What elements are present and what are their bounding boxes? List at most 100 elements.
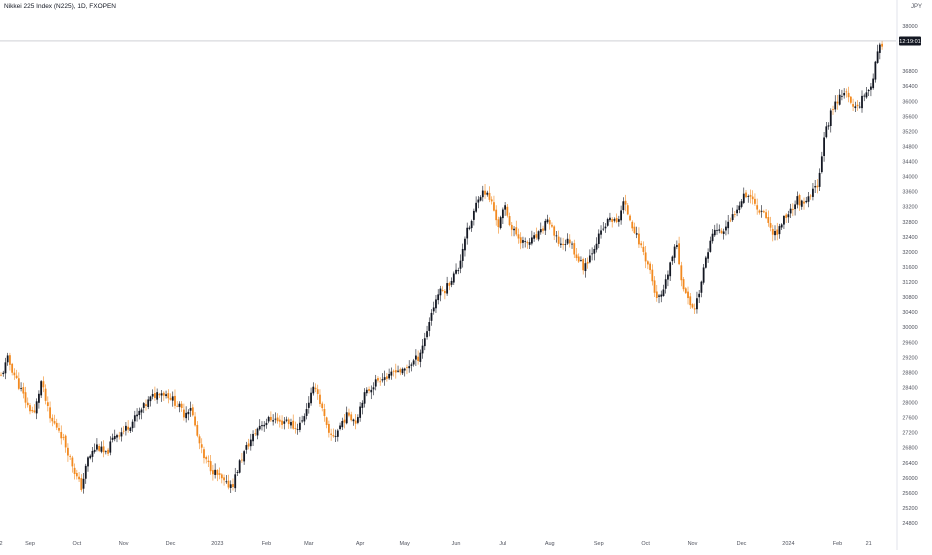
candle <box>67 443 69 462</box>
candle <box>156 388 159 404</box>
candle-body <box>261 425 263 427</box>
candle <box>125 421 127 436</box>
candle <box>327 420 330 438</box>
candle <box>71 455 74 473</box>
currency-label[interactable]: JPY <box>910 4 922 10</box>
time-tick-label: 2024 <box>782 541 794 547</box>
candle <box>249 433 252 451</box>
candle <box>51 414 54 427</box>
candle-body <box>345 412 348 424</box>
candle <box>298 416 301 433</box>
candle <box>774 225 776 241</box>
price-tick-label: 32400 <box>902 235 917 241</box>
time-tick-label: Dec <box>737 541 747 547</box>
candle <box>167 389 170 404</box>
candle-body <box>145 404 147 406</box>
candle-body <box>497 219 500 228</box>
candle <box>756 198 759 215</box>
candle <box>96 438 98 452</box>
candle <box>796 191 799 209</box>
candle <box>214 463 217 479</box>
price-tick-label: 38000 <box>902 24 917 30</box>
candle <box>838 89 841 106</box>
candle <box>419 349 422 368</box>
candle <box>15 369 18 379</box>
candle <box>673 244 676 264</box>
candle <box>229 480 232 493</box>
candle-body <box>209 461 212 472</box>
candle <box>354 414 357 430</box>
candle <box>207 455 210 468</box>
candle-body <box>749 194 752 197</box>
candle-body <box>629 215 631 221</box>
candle-body <box>423 338 426 347</box>
candle <box>812 183 814 201</box>
candle <box>256 427 259 440</box>
price-tag <box>899 36 921 46</box>
candle <box>785 213 788 224</box>
candle-body <box>62 437 65 438</box>
candle-body <box>754 198 756 204</box>
candle <box>513 226 515 237</box>
candle-body <box>379 381 382 383</box>
candle-body <box>180 403 183 408</box>
candle-body <box>96 444 98 450</box>
price-tick-label: 32000 <box>902 250 917 256</box>
candle <box>292 414 295 430</box>
candle-body <box>122 430 125 432</box>
candle-body <box>513 228 515 231</box>
candle <box>403 367 406 377</box>
candle <box>803 197 805 210</box>
candle-body <box>858 106 861 108</box>
candle <box>174 389 176 409</box>
candle-body <box>162 392 165 396</box>
candle-body <box>136 414 138 417</box>
candle-body <box>624 200 627 205</box>
candle-body <box>542 228 544 231</box>
candle <box>339 422 341 431</box>
time-tick-label: Oct <box>641 541 650 547</box>
candle-body <box>615 217 618 223</box>
candle-body <box>359 406 362 418</box>
candle <box>127 420 130 433</box>
candle-body <box>276 417 279 422</box>
candle-body <box>374 379 377 387</box>
candle <box>539 222 542 235</box>
candle-body <box>223 477 225 481</box>
time-axis[interactable]: 2 Sep Oct Nov Dec 2023 Feb Mar Apr May Jun Jul Aug Se… <box>0 541 872 547</box>
candle <box>381 373 384 383</box>
candle-body <box>401 368 404 374</box>
candle-body <box>678 243 680 265</box>
candle-body <box>580 260 582 261</box>
candle <box>136 408 138 422</box>
candle-body <box>294 428 297 429</box>
time-tick-label: Sep <box>594 541 604 547</box>
candle <box>247 438 250 450</box>
candle-body <box>751 196 754 200</box>
candle-body <box>410 364 413 366</box>
candle-body <box>241 459 243 461</box>
price-axis[interactable]: 24800 25200 25600 26000 26400 26800 27200 27600… <box>896 0 921 550</box>
candle-body <box>559 243 562 245</box>
candle-body <box>800 200 803 207</box>
candle-body <box>845 91 848 93</box>
candle-body <box>731 214 734 221</box>
candle <box>571 241 573 249</box>
candle <box>455 263 457 275</box>
candle <box>408 360 411 373</box>
candle-body <box>789 208 792 214</box>
candle-body <box>31 409 34 412</box>
candle <box>0 372 2 377</box>
candles-layer <box>0 40 883 494</box>
candle <box>285 416 288 423</box>
candle-body <box>298 422 301 430</box>
candle <box>55 418 58 431</box>
candle-body <box>807 196 810 202</box>
candle <box>428 317 431 337</box>
candle <box>341 417 344 431</box>
candle-body <box>84 465 87 479</box>
candle <box>486 190 489 197</box>
candle-body <box>510 224 513 230</box>
